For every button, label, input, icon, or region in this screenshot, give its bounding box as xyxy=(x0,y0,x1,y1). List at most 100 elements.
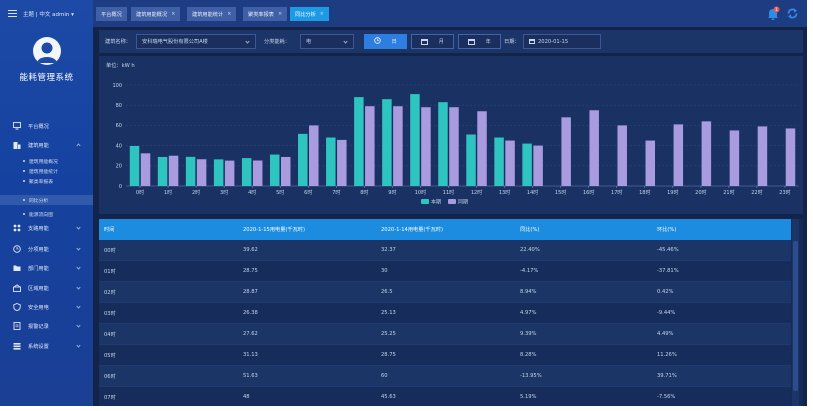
close-icon[interactable]: × xyxy=(277,11,283,17)
bar[interactable] xyxy=(522,143,532,186)
table-row[interactable]: 07时 48 45.63 5.19% -7.56% xyxy=(99,387,791,406)
bar[interactable] xyxy=(477,111,487,186)
table-cell: 07时 xyxy=(104,394,116,401)
bar[interactable] xyxy=(729,130,740,186)
table-row[interactable]: 04时 27.62 25.25 9.39% 4.49% xyxy=(99,324,791,345)
bar[interactable] xyxy=(589,110,599,186)
bar[interactable] xyxy=(645,140,656,186)
clock-icon xyxy=(374,37,381,46)
bar[interactable] xyxy=(382,99,392,186)
tab-cluster-report[interactable]: 聚类率报表 × xyxy=(243,7,288,21)
table-scrollbar[interactable] xyxy=(792,219,799,406)
bar[interactable] xyxy=(673,124,684,186)
category-select[interactable]: 电 xyxy=(300,34,354,49)
close-icon[interactable]: × xyxy=(171,11,176,17)
nav-item-safe-electricity[interactable]: 安全用电 xyxy=(0,300,93,314)
period-year-button[interactable]: 年 xyxy=(458,34,501,49)
subnav-item-label: 建筑用能统计 xyxy=(29,169,58,175)
tab-building-overview[interactable]: 建筑用能概况 × xyxy=(131,7,181,21)
bar[interactable] xyxy=(298,133,308,186)
bar[interactable] xyxy=(196,159,207,186)
x-tick-label: 15时 xyxy=(555,189,566,196)
nav-item-itemized-energy[interactable]: 分项用能 xyxy=(0,242,93,256)
table-row[interactable]: 06时 51.63 60 -13.95% 39.71% xyxy=(99,366,791,387)
table-row[interactable]: 00时 39.62 32.37 22.40% -45.46% xyxy=(99,240,791,261)
bar[interactable] xyxy=(168,155,179,186)
scrollbar-thumb[interactable] xyxy=(793,241,798,391)
table-cell: 25.13 xyxy=(381,310,396,316)
x-tick-label: 8时 xyxy=(360,189,368,196)
bar[interactable] xyxy=(337,139,347,186)
bar[interactable] xyxy=(410,94,420,186)
x-tick-label: 16时 xyxy=(583,189,594,196)
menu-icon[interactable] xyxy=(8,10,17,17)
bar[interactable] xyxy=(421,107,431,186)
bar[interactable] xyxy=(224,160,235,186)
subnav-item-building-overview[interactable]: 建筑用能概况 xyxy=(0,156,93,166)
refresh-icon[interactable] xyxy=(786,7,799,20)
bar[interactable] xyxy=(185,156,196,186)
bar[interactable] xyxy=(757,126,768,186)
nav-item-alarm-records[interactable]: 报警记录 xyxy=(0,319,93,333)
bar[interactable] xyxy=(494,137,504,186)
period-month-button[interactable]: 月 xyxy=(411,34,454,49)
bar[interactable] xyxy=(129,145,140,186)
close-icon[interactable]: × xyxy=(227,11,232,17)
subnav-item-yoy-analysis[interactable]: 同比分析 xyxy=(0,195,93,205)
period-day-button[interactable]: 日 xyxy=(364,34,407,49)
nav-item-region-energy[interactable]: 区域用能 xyxy=(0,281,93,295)
table-row[interactable]: 05时 31.13 28.75 8.28% 11.26% xyxy=(99,345,791,366)
bar[interactable] xyxy=(505,140,515,186)
tab-yoy-analysis[interactable]: 同比分析 × xyxy=(290,7,329,21)
bar[interactable] xyxy=(365,106,375,186)
table-cell: 26.5 xyxy=(381,289,393,295)
bar[interactable] xyxy=(561,117,571,186)
bar[interactable] xyxy=(785,128,796,186)
avatar[interactable] xyxy=(33,37,61,65)
bar[interactable] xyxy=(269,154,280,186)
bar[interactable] xyxy=(326,137,336,186)
bar[interactable] xyxy=(533,145,543,186)
table-cell: 06时 xyxy=(104,373,116,380)
bar[interactable] xyxy=(157,156,168,186)
bar[interactable] xyxy=(354,97,364,186)
folder-icon xyxy=(13,264,21,272)
bar[interactable] xyxy=(438,102,448,186)
tab-platform-overview[interactable]: 平台概况 xyxy=(96,7,127,21)
nav-item-department-energy[interactable]: 部门用能 xyxy=(0,261,93,275)
subnav-item-building-stats[interactable]: 建筑用能统计 xyxy=(0,166,93,176)
tab-building-stats[interactable]: 建筑用能统计 × xyxy=(187,7,237,21)
bar[interactable] xyxy=(393,106,403,186)
bar[interactable] xyxy=(617,125,627,186)
bar[interactable] xyxy=(466,134,476,186)
subnav-item-cluster-report[interactable]: 聚类率报表 xyxy=(0,176,93,186)
table-row[interactable]: 03时 26.38 25.13 4.97% -9.44% xyxy=(99,303,791,324)
table-row[interactable]: 02时 28.87 26.5 8.94% 0.42% xyxy=(99,282,791,303)
table-row[interactable]: 01时 28.75 30 -4.17% -37.81% xyxy=(99,261,791,282)
nav-item-system-settings[interactable]: 系统设置 xyxy=(0,339,93,353)
building-select[interactable]: 安科瑞电气股份有限公司A楼 xyxy=(136,34,256,49)
bar[interactable] xyxy=(213,159,224,186)
nav-item-building-energy[interactable]: 建筑用能 xyxy=(0,138,93,152)
date-value: 2020-01-15 xyxy=(538,38,569,45)
bar[interactable] xyxy=(701,121,712,186)
nav-item-branch-energy[interactable]: 支路用能 xyxy=(0,221,93,235)
subnav-item-energy-flow[interactable]: 能源流向图 xyxy=(0,209,93,219)
tab-label: 同比分析 xyxy=(295,11,316,18)
notification-bell-icon[interactable]: 1 xyxy=(766,6,780,21)
nav-item-platform-overview[interactable]: 平台概况 xyxy=(0,119,93,133)
user-menu[interactable]: 主题 | 中文 admin ▾ xyxy=(23,11,74,18)
bar[interactable] xyxy=(280,156,291,186)
close-icon[interactable]: × xyxy=(319,11,324,17)
bar[interactable] xyxy=(252,160,263,186)
date-picker[interactable]: 2020-01-15 xyxy=(523,34,601,49)
bar[interactable] xyxy=(309,125,319,186)
bar[interactable] xyxy=(241,158,252,186)
x-tick-label: 7时 xyxy=(332,189,340,196)
chevron-down-icon xyxy=(76,343,81,348)
sidebar: 主题 | 中文 admin ▾ 能耗管理系统 平台概况 建筑用能 建筑用能概况 … xyxy=(0,0,93,406)
bar[interactable] xyxy=(140,153,151,186)
bar[interactable] xyxy=(449,107,459,186)
chevron-down-icon xyxy=(76,323,81,328)
table-cell: 05时 xyxy=(104,352,116,359)
